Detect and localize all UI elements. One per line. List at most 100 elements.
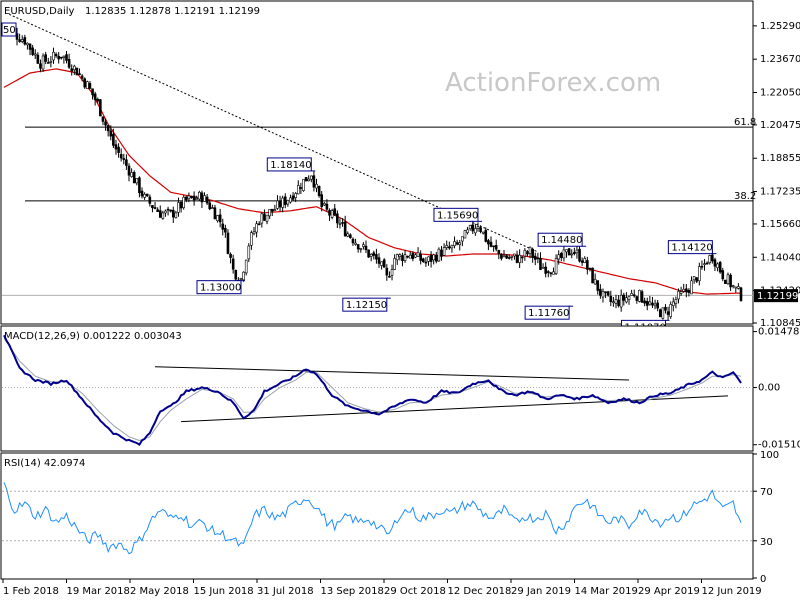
x-tick-label: 12 Dec 2018 bbox=[448, 586, 512, 597]
rsi-title: RSI(14) 42.0974 bbox=[4, 458, 85, 469]
candle-body bbox=[184, 196, 188, 201]
candle-body bbox=[99, 99, 102, 117]
candle-body bbox=[252, 231, 256, 235]
candle-body bbox=[570, 253, 574, 256]
candle-body bbox=[429, 254, 433, 262]
candle-body bbox=[161, 212, 165, 219]
candle-body bbox=[200, 192, 204, 203]
candle-body bbox=[28, 43, 32, 50]
candle-body bbox=[653, 303, 657, 307]
candle-body bbox=[427, 256, 430, 262]
candle-body bbox=[138, 177, 141, 194]
candle-body bbox=[546, 271, 550, 273]
candle-body bbox=[703, 263, 706, 265]
candle-body bbox=[260, 213, 264, 224]
annotation-box bbox=[266, 157, 312, 172]
candle-body bbox=[661, 307, 665, 319]
candle-body bbox=[575, 249, 579, 254]
candle-body bbox=[257, 223, 261, 226]
candle-body bbox=[372, 252, 376, 256]
rsi-panel: 100 70 30 0 RSI(14) 42.0974 bbox=[0, 450, 779, 585]
candle-body bbox=[356, 244, 360, 250]
candle-body bbox=[242, 271, 245, 281]
candle-body bbox=[270, 208, 274, 212]
annotation-box bbox=[667, 240, 713, 255]
candle-body bbox=[62, 55, 66, 58]
candle-body bbox=[528, 246, 532, 254]
candle-body bbox=[276, 200, 279, 209]
candle-body bbox=[57, 55, 60, 60]
candle-body bbox=[174, 212, 178, 218]
candle-body bbox=[231, 258, 235, 270]
candle-body bbox=[671, 301, 675, 306]
candle-body bbox=[171, 209, 175, 218]
candle-body bbox=[114, 144, 118, 150]
candle-body bbox=[414, 254, 417, 258]
candle-body bbox=[310, 175, 313, 180]
candle-body bbox=[494, 245, 498, 250]
price-tick-label: 1.25290 bbox=[760, 21, 800, 32]
candle-body bbox=[323, 202, 326, 206]
candle-body bbox=[619, 294, 623, 308]
candle-body bbox=[299, 187, 303, 189]
candle-body bbox=[674, 299, 678, 304]
annotation-label: 1.18140 bbox=[270, 160, 311, 171]
candle-body bbox=[708, 255, 712, 263]
watermark: ActionForex.com bbox=[445, 68, 661, 98]
candle-body bbox=[325, 203, 329, 210]
candle-body bbox=[408, 254, 412, 259]
macd-panel-frame bbox=[0, 325, 754, 452]
candle-body bbox=[96, 98, 100, 102]
ohlc-readout: 1.12835 1.12878 1.12191 1.12199 bbox=[85, 6, 260, 17]
candle-body bbox=[739, 287, 743, 301]
rsi-tick-label: 100 bbox=[760, 450, 779, 461]
rsi-tick-label: 70 bbox=[760, 487, 773, 498]
candle-body bbox=[41, 55, 45, 70]
candle-body bbox=[448, 246, 451, 249]
candle-body bbox=[268, 209, 271, 217]
candle-body bbox=[640, 291, 644, 303]
candle-body bbox=[687, 290, 691, 293]
candle-body bbox=[294, 193, 297, 198]
candle-body bbox=[658, 309, 662, 318]
candle-body bbox=[338, 223, 342, 225]
candle-body bbox=[450, 244, 454, 249]
candle-body bbox=[536, 257, 540, 260]
candle-body bbox=[554, 258, 558, 275]
candle-body bbox=[75, 67, 79, 76]
candle-body bbox=[263, 213, 266, 221]
candle-body bbox=[565, 249, 568, 253]
candle-body bbox=[505, 255, 508, 259]
candle-body bbox=[531, 248, 534, 258]
candle-body bbox=[119, 154, 123, 159]
candle-body bbox=[83, 78, 87, 88]
candle-body bbox=[125, 159, 128, 166]
candle-body bbox=[46, 62, 50, 64]
candle-body bbox=[31, 47, 34, 55]
candle-body bbox=[729, 274, 732, 288]
candle-body bbox=[593, 279, 597, 285]
x-tick-label: 12 Jun 2019 bbox=[702, 586, 762, 597]
macd-tick-label: 0.014786 bbox=[758, 327, 800, 338]
x-tick-label: 13 Sep 2018 bbox=[321, 586, 384, 597]
annotation-box bbox=[342, 297, 388, 312]
candle-body bbox=[359, 248, 363, 250]
current-price-tag bbox=[754, 289, 798, 303]
candle-body bbox=[109, 130, 113, 137]
candle-body bbox=[401, 255, 404, 262]
candle-body bbox=[583, 258, 587, 263]
candle-body bbox=[510, 256, 514, 258]
annotation-label: 1.14120 bbox=[671, 243, 712, 254]
candle-body bbox=[638, 290, 641, 302]
candle-body bbox=[692, 276, 696, 281]
x-tick-label: 29 Jan 2019 bbox=[511, 586, 571, 597]
candle-body bbox=[461, 236, 464, 242]
candle-body bbox=[289, 197, 292, 203]
candle-body bbox=[354, 242, 357, 245]
candle-body bbox=[533, 255, 537, 260]
candle-body bbox=[122, 158, 126, 160]
candle-body bbox=[179, 201, 183, 209]
price-panel-frame bbox=[0, 0, 754, 325]
candle-body bbox=[614, 299, 618, 304]
candle-body bbox=[617, 299, 620, 307]
